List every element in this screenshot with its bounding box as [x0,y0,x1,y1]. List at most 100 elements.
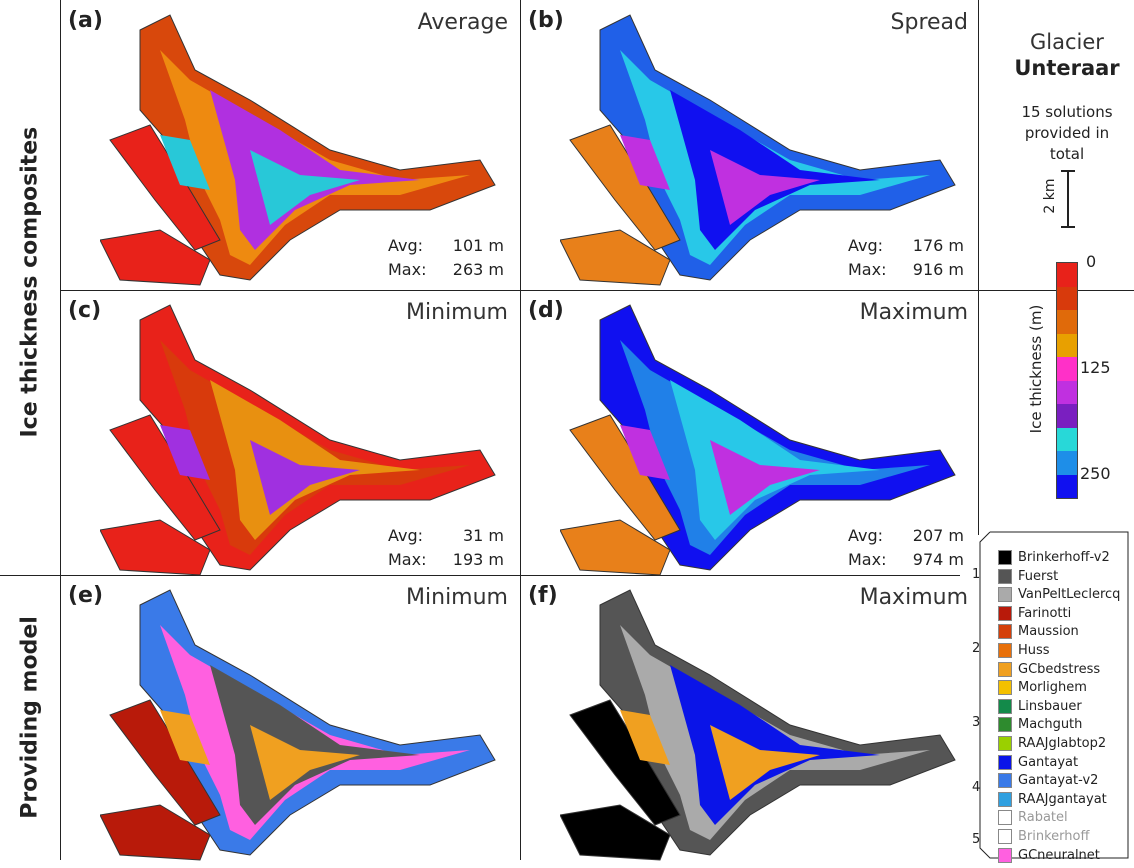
panel-stats: Avg: 207 m Max: 974 m [848,524,964,572]
panel-title: Average [417,10,508,35]
legend-swatch [998,568,1012,584]
grid-mid-line [520,0,521,860]
panel-stats: Avg: 101 m Max: 263 m [388,234,504,282]
legend-swatch [998,773,1012,789]
legend-group-number: 5 [972,832,981,847]
legend-swatch [998,680,1012,696]
legend-item: Gantayat-v2 [998,771,1098,790]
panel-title: Maximum [859,300,968,325]
panel-b: (b) Spread Avg: 176 m Max: 916 m [520,0,978,290]
legend-item: VanPeltLeclercq [998,585,1120,604]
glacier-map [560,304,956,576]
panel-stats: Avg: 31 m Max: 193 m [388,524,504,572]
colorbar-tick-0: 0 [1086,252,1097,271]
avg-value: 101 m [452,236,504,255]
colorbar-segment [1057,310,1077,334]
legend-swatch [998,791,1012,807]
scalebar-label: 2 km [1042,178,1058,214]
glacier-map [100,589,496,861]
legend-label: Brinkerhoff-v2 [1018,550,1110,565]
panel-a: (a) Average Avg: 101 m Max: 263 m [60,0,518,290]
legend-label: Rabatel [1018,810,1068,826]
row-label-providing-model: Providing model [17,616,43,819]
colorbar-segment [1057,263,1077,287]
avg-label: Avg: [388,236,424,255]
panel-letter: (f) [528,583,558,608]
grid-row2-line [0,575,960,576]
glacier-map [100,304,496,576]
legend-group-number: 4 [972,780,981,795]
legend-label: Maussion [1018,624,1079,640]
glacier-map [560,14,956,286]
legend-label: Machguth [1018,717,1083,733]
colorbar-segment [1057,380,1077,404]
avg-value: 207 m [912,526,964,545]
panel-letter: (b) [528,8,564,33]
avg-label: Avg: [388,526,424,545]
panel-f: (f) Maximum [520,575,978,861]
legend-swatch [998,624,1012,640]
legend-swatch [998,550,1012,565]
panel-letter: (c) [68,298,102,323]
legend-label: Fuerst [1018,568,1059,584]
legend-group-number: 2 [972,641,981,656]
panel-stats: Avg: 176 m Max: 916 m [848,234,964,282]
glacier-map [100,14,496,286]
avg-label: Avg: [848,236,884,255]
legend-label: GCbedstress [1018,661,1101,677]
legend-item: GCneuralnet [998,846,1100,865]
legend-swatch [998,717,1012,733]
legend-item: Maussion [998,622,1079,641]
colorbar-segment [1057,333,1077,357]
legend-item: RAAJglabtop2 [998,734,1106,753]
legend-item: Brinkerhoff [998,827,1089,846]
legend-swatch [998,736,1012,751]
colorbar-segment [1057,404,1077,428]
glacier-name: Unteraar [1014,56,1120,80]
max-value: 193 m [452,550,504,569]
max-label: Max: [848,550,887,569]
colorbar-label: Ice thickness (m) [1027,304,1045,434]
solutions-note: 15 solutions provided in total [1021,103,1113,163]
panel-c: (c) Minimum Avg: 31 m Max: 193 m [60,290,518,580]
legend-label: Brinkerhoff [1018,829,1090,844]
panel-title: Maximum [859,585,968,610]
max-label: Max: [388,260,427,279]
panel-letter: (a) [68,8,103,33]
legend-label: Morlighem [1018,680,1087,696]
panel-title: Spread [890,10,968,35]
legend-swatch [998,643,1012,658]
colorbar-segment [1057,474,1077,498]
max-value: 974 m [912,550,964,569]
max-value: 263 m [452,260,504,279]
legend-label: RAAJgantayat [1018,791,1107,807]
legend-swatch [998,829,1012,844]
legend-swatch [998,847,1012,863]
scalebar-cap-bottom [1061,226,1075,228]
legend-label: Gantayat [1018,754,1079,770]
max-label: Max: [388,550,427,569]
colorbar-segment [1057,451,1077,475]
max-label: Max: [848,260,887,279]
legend-item: Gantayat [998,753,1078,772]
legend-item: Rabatel [998,808,1068,827]
legend-label: VanPeltLeclercq [1018,587,1121,603]
scalebar [1067,170,1069,228]
panel-e: (e) Minimum [60,575,518,861]
legend-item: Farinotti [998,604,1071,623]
legend-item: Morlighem [998,678,1087,697]
avg-value: 176 m [912,236,964,255]
grid-left-border [60,0,61,860]
legend-item: GCbedstress [998,660,1100,679]
legend-group-number: 3 [972,715,981,730]
legend-item: RAAJgantayat [998,790,1107,809]
legend-label: Linsbauer [1018,698,1082,714]
panel-d: (d) Maximum Avg: 207 m Max: 974 m [520,290,978,580]
panel-title: Minimum [406,585,508,610]
row-label-composites: Ice thickness composites [17,126,43,438]
legend-label: Gantayat-v2 [1018,773,1099,789]
legend-swatch [998,661,1012,677]
legend-swatch [998,698,1012,714]
colorbar-tick-250: 250 [1080,464,1111,483]
grid-right-line [978,0,979,535]
